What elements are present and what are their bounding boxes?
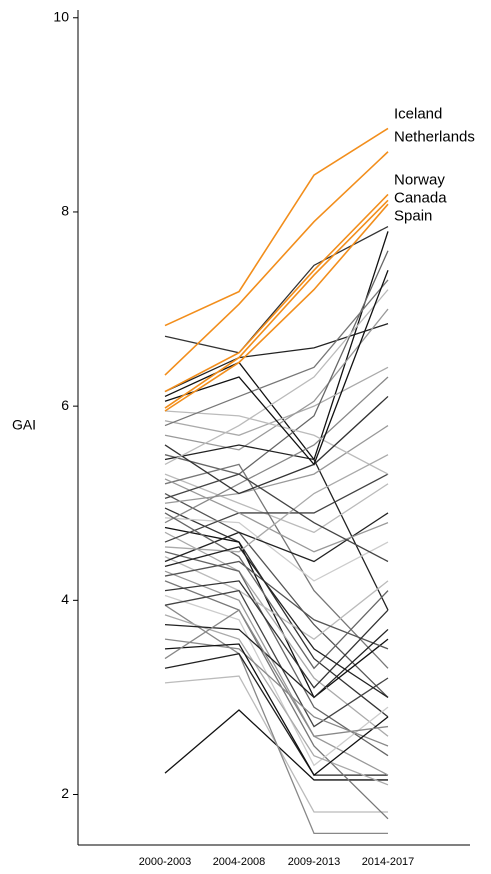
highlight-line xyxy=(164,127,389,327)
series-label: Norway xyxy=(394,171,445,188)
highlight-line xyxy=(164,203,389,412)
highlight-line xyxy=(164,199,389,409)
country-line xyxy=(164,322,389,393)
country-line xyxy=(164,454,389,553)
country-line xyxy=(164,425,389,504)
country-line xyxy=(164,551,389,757)
country-line xyxy=(164,492,389,698)
country-line xyxy=(164,410,389,475)
country-line xyxy=(164,546,389,698)
country-line xyxy=(164,250,389,475)
country-line xyxy=(164,473,389,563)
country-line xyxy=(164,512,389,670)
country-line xyxy=(164,473,389,543)
country-line xyxy=(164,231,389,461)
country-line xyxy=(164,517,389,582)
country-line xyxy=(164,556,389,640)
series-label: Canada xyxy=(394,189,447,206)
y-tick-label: 2 xyxy=(61,785,69,801)
highlight-line xyxy=(164,193,389,393)
y-tick-label: 4 xyxy=(61,591,69,607)
country-line xyxy=(164,269,389,466)
x-tick-label: 2004-2008 xyxy=(213,856,266,868)
country-line xyxy=(164,653,388,776)
country-line xyxy=(164,531,389,737)
x-tick-label: 2014-2017 xyxy=(362,856,415,868)
country-line xyxy=(164,308,389,451)
country-line xyxy=(164,376,389,524)
series-label: Netherlands xyxy=(394,129,475,146)
country-line xyxy=(164,289,389,465)
country-line xyxy=(164,643,389,777)
y-tick-label: 10 xyxy=(53,8,69,24)
country-line xyxy=(164,609,389,737)
x-tick-label: 2000-2003 xyxy=(139,856,192,868)
country-line xyxy=(164,473,389,534)
country-line xyxy=(164,507,389,718)
country-line xyxy=(164,594,389,767)
country-line xyxy=(164,604,388,834)
series-label: Spain xyxy=(394,207,432,224)
highlight-line xyxy=(164,151,389,376)
country-line xyxy=(164,589,389,728)
country-line xyxy=(164,444,389,611)
x-tick-label: 2009-2013 xyxy=(288,856,341,868)
country-line xyxy=(164,623,389,699)
country-line xyxy=(164,580,389,820)
country-line xyxy=(164,395,389,495)
y-tick-label: 8 xyxy=(61,203,69,219)
y-axis-label: GAI xyxy=(12,417,36,433)
y-tick-label: 6 xyxy=(61,397,69,413)
country-line xyxy=(164,279,389,427)
country-line xyxy=(164,478,389,553)
country-line xyxy=(164,560,389,650)
country-line xyxy=(164,580,389,689)
series-label: Iceland xyxy=(394,105,442,122)
